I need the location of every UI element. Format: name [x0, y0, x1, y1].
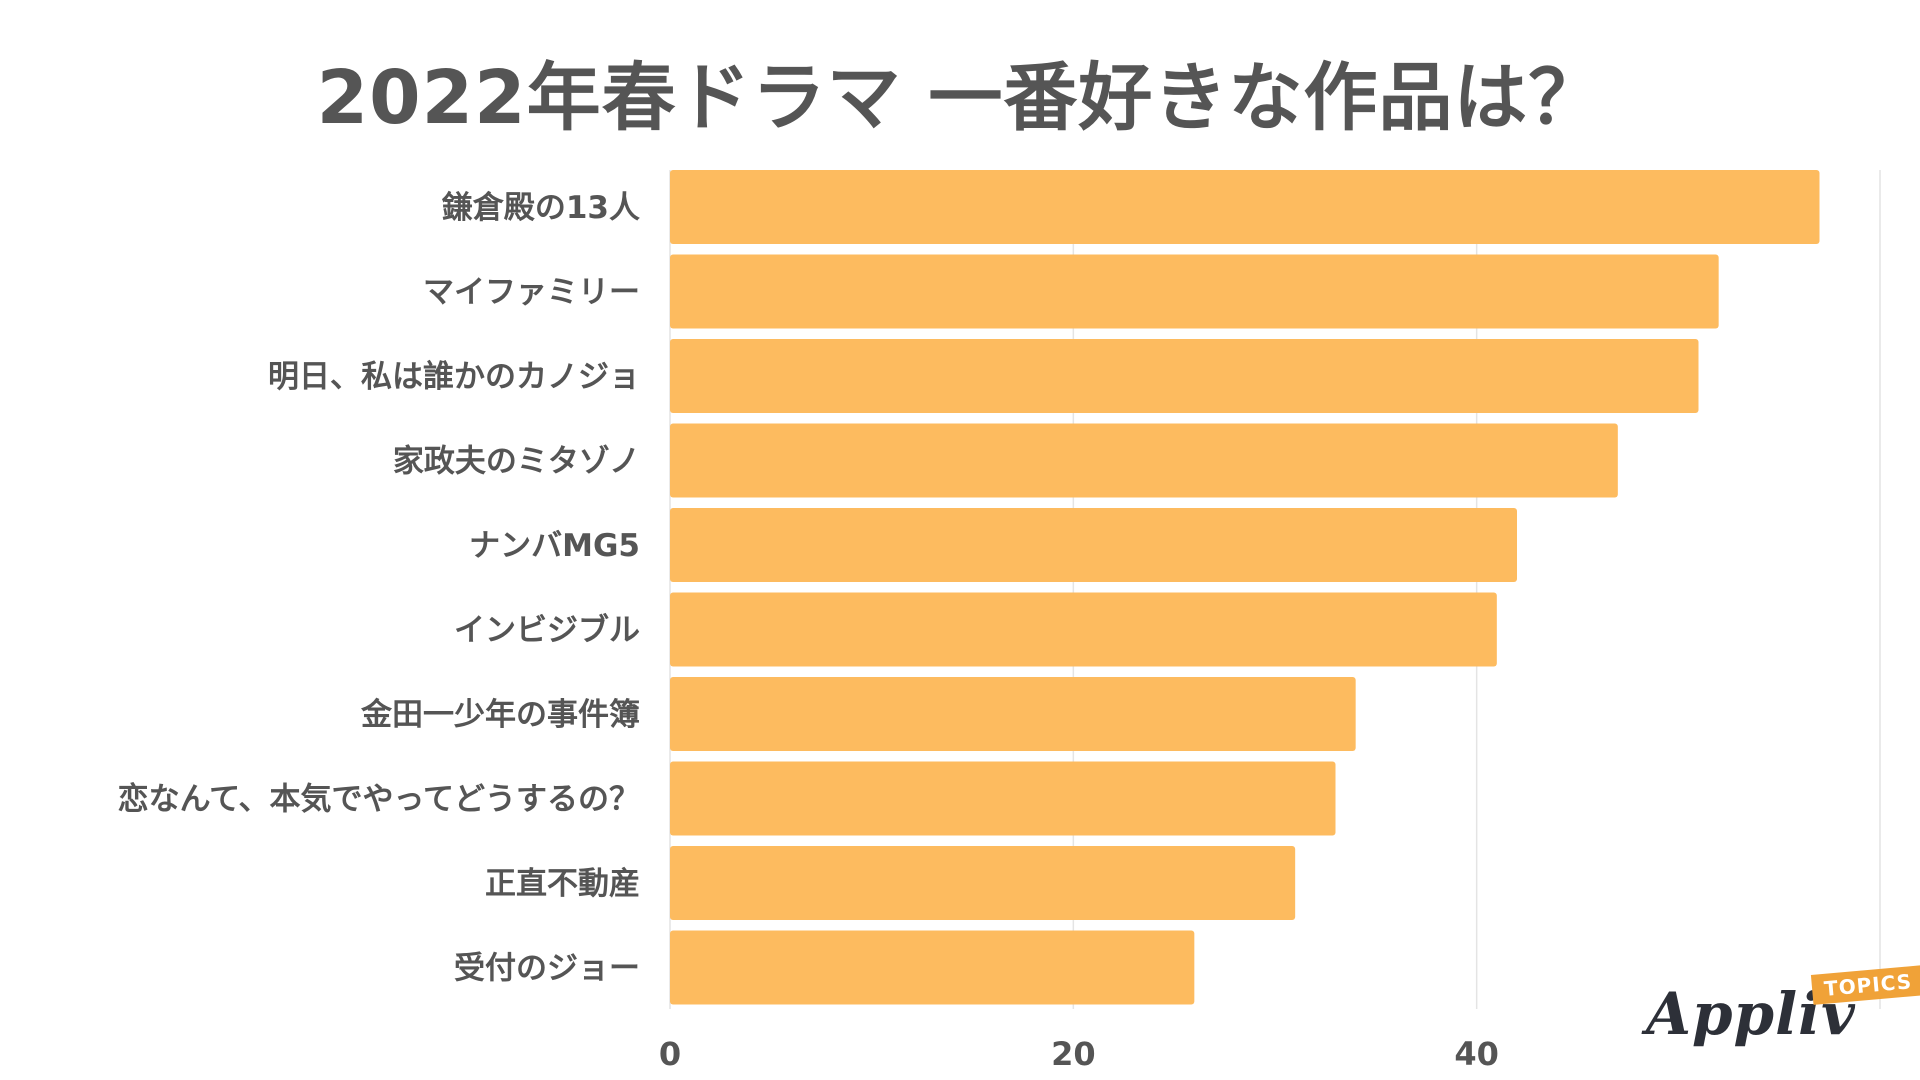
- bar-3: [670, 423, 1618, 498]
- category-label-8: 正直不動産: [485, 866, 640, 902]
- category-label-2: 明日、私は誰かのカノジョ: [268, 359, 640, 395]
- bar-6: [670, 677, 1356, 751]
- topics-badge: TOPICS: [1810, 965, 1920, 1005]
- bar-0: [670, 170, 1820, 244]
- category-label-3: 家政夫のミタゾノ: [393, 444, 640, 480]
- x-tick-label-1: 20: [1051, 1035, 1096, 1073]
- bar-5: [670, 592, 1497, 667]
- chart-title: 2022年春ドラマ 一番好きな作品は？: [316, 55, 1604, 141]
- bar-1: [670, 254, 1719, 329]
- category-label-9: 受付のジョー: [454, 951, 640, 987]
- bar-2: [670, 339, 1699, 413]
- bar-9: [670, 930, 1195, 1005]
- x-tick-label-0: 0: [659, 1035, 681, 1073]
- bar-7: [670, 761, 1336, 836]
- category-labels: 鎌倉殿の13人マイファミリー明日、私は誰かのカノジョ家政夫のミタゾノナンバMG5…: [118, 190, 640, 987]
- category-label-4: ナンバMG5: [469, 528, 640, 564]
- category-label-6: 金田一少年の事件簿: [360, 697, 640, 733]
- bar-4: [670, 508, 1517, 582]
- category-label-5: インビジブル: [454, 613, 640, 649]
- category-label-7: 恋なんて、本気でやってどうするの？: [118, 782, 640, 818]
- category-label-0: 鎌倉殿の13人: [442, 190, 640, 226]
- category-label-1: マイファミリー: [423, 275, 640, 311]
- bars: [670, 170, 1820, 1005]
- x-tick-label-2: 40: [1454, 1035, 1499, 1073]
- x-axis-ticks: 0 20 40: [659, 1035, 1499, 1073]
- bar-8: [670, 846, 1296, 920]
- appliv-topics-logo: Appliv TOPICS: [1646, 965, 1920, 1066]
